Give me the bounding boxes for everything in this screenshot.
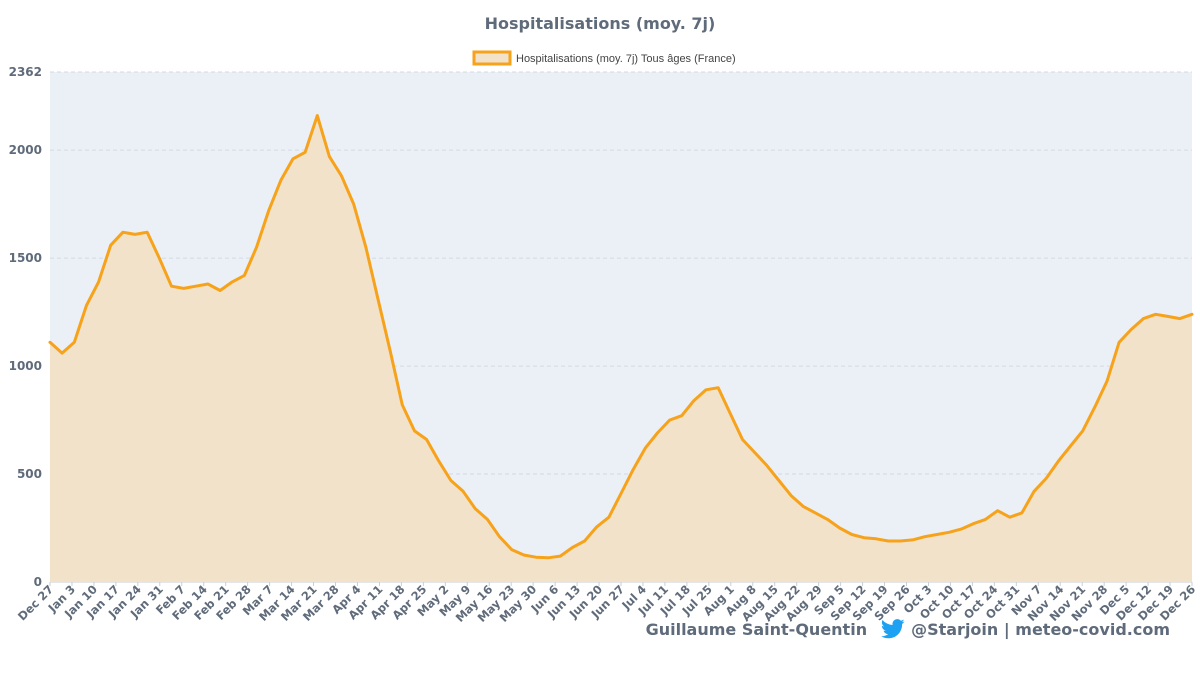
y-tick-label: 500 [17, 467, 42, 481]
y-tick-label: 2362 [9, 65, 42, 79]
legend-label: Hospitalisations (moy. 7j) Tous âges (Fr… [516, 53, 736, 65]
y-axis: 0 500 1000 1500 2000 2362 [9, 65, 42, 589]
y-tick-label: 1000 [9, 359, 42, 373]
author-name: Guillaume Saint-Quentin [645, 619, 868, 639]
handle-and-site: @Starjoin | meteo-covid.com [911, 619, 1170, 639]
legend-swatch [472, 50, 512, 66]
y-tick-label: 2000 [9, 143, 42, 157]
y-tick-label: 1500 [9, 251, 42, 265]
chart-title: Hospitalisations (moy. 7j) [485, 14, 716, 33]
series-area-fill [50, 115, 1192, 582]
twitter-icon [881, 619, 905, 639]
legend[interactable]: Hospitalisations (moy. 7j) Tous âges (Fr… [472, 50, 736, 66]
y-tick-label: 0 [34, 575, 42, 589]
footer-credit: Guillaume Saint-Quentin @Starjoin | mete… [646, 619, 1170, 639]
series-line[interactable] [48, 114, 1194, 560]
